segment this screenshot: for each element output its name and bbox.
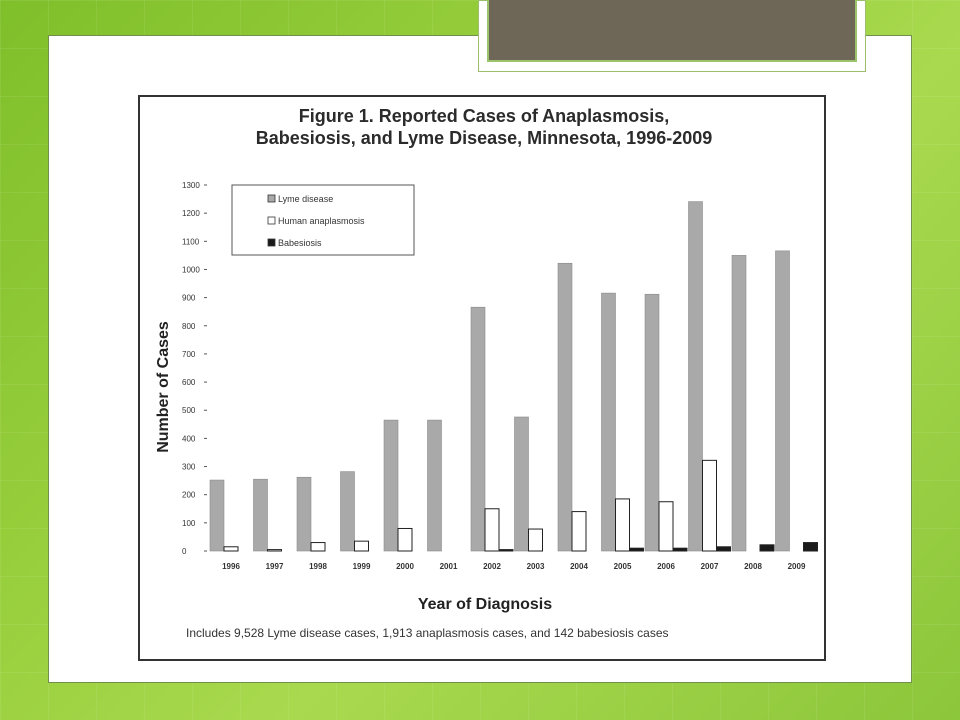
x-tick-label: 2002	[483, 562, 501, 571]
bar-lyme-disease-1998	[296, 476, 312, 552]
chart-title-line-2: Babesiosis, and Lyme Disease, Minnesota,…	[255, 128, 713, 148]
x-tick-label: 1997	[266, 562, 284, 571]
x-tick-label: 1998	[309, 562, 327, 571]
x-tick-label: 2009	[788, 562, 806, 571]
y-tick-label: 1200	[182, 209, 200, 218]
y-tick-label: 1300	[182, 181, 200, 190]
y-tick-label: 600	[182, 378, 196, 387]
x-tick-label: 2006	[657, 562, 675, 571]
y-tick-label: 1100	[182, 237, 200, 246]
bar-human-anaplasmosis-1998	[310, 542, 326, 552]
legend-label: Lyme disease	[278, 194, 333, 204]
bar-babesiosis-2008	[759, 544, 775, 552]
y-tick-label: 900	[182, 294, 196, 303]
legend-swatch-lyme-disease	[267, 194, 276, 203]
x-axis-title: Year of Diagnosis	[418, 596, 552, 613]
bar-lyme-disease-2003	[514, 416, 529, 552]
legend-box	[231, 184, 415, 256]
chart-title-line-1: Figure 1. Reported Cases of Anaplasmosis…	[298, 106, 670, 126]
figure-frame: Figure 1. Reported Cases of Anaplasmosis…	[138, 95, 826, 661]
y-tick-label: 400	[182, 434, 196, 443]
legend-swatch-babesiosis	[267, 238, 276, 247]
bar-babesiosis-2006	[672, 547, 688, 552]
x-tick-labels: 1996 1997 1998 1999 2000 2001 2002 2003 2004 2005…	[222, 562, 806, 571]
y-tick-label: 800	[182, 322, 196, 331]
bar-human-anaplasmosis-2004	[571, 511, 587, 552]
bar-babesiosis-2002	[498, 549, 514, 552]
bar-human-anaplasmosis-2000	[397, 527, 413, 552]
x-tick-label: 2000	[396, 562, 414, 571]
legend-label: Babesiosis	[278, 238, 322, 248]
bar-lyme-disease-2000	[383, 419, 399, 552]
legend: Lyme disease Human anaplasmosis Babesiosis	[231, 184, 415, 256]
bars-layer	[209, 201, 818, 552]
bar-babesiosis-2005	[629, 547, 644, 552]
bar-lyme-disease-1997	[253, 478, 268, 552]
chart-svg: 0 100 200 300 400 500 600 700 800 900 1000 1100 1200…	[155, 181, 818, 640]
bar-human-anaplasmosis-2006	[658, 501, 674, 552]
y-tick-label: 1000	[182, 265, 200, 274]
x-tick-label: 2007	[701, 562, 719, 571]
x-tick-label: 1996	[222, 562, 240, 571]
x-tick-label: 2008	[744, 562, 762, 571]
y-tick-label: 0	[182, 547, 187, 556]
legend-label: Human anaplasmosis	[278, 216, 365, 226]
y-tick-label: 700	[182, 350, 196, 359]
x-tick-label: 2004	[570, 562, 588, 571]
bar-lyme-disease-2008	[731, 255, 747, 552]
footnote: Includes 9,528 Lyme disease cases, 1,913…	[186, 626, 669, 640]
bar-lyme-disease-2004	[557, 262, 573, 552]
x-tick-label: 2001	[440, 562, 458, 571]
legend-swatch-human-anaplasmosis	[267, 216, 276, 225]
bar-human-anaplasmosis-1996	[223, 546, 239, 552]
bar-lyme-disease-2009	[775, 250, 790, 552]
x-tick-label: 1999	[353, 562, 371, 571]
bar-lyme-disease-2006	[644, 293, 660, 552]
bar-babesiosis-2009	[803, 542, 818, 552]
bar-human-anaplasmosis-2005	[615, 498, 630, 552]
bar-human-anaplasmosis-1997	[267, 549, 282, 552]
x-tick-label: 2003	[527, 562, 545, 571]
bar-lyme-disease-2007	[688, 201, 703, 552]
slide-title-placeholder	[487, 0, 857, 62]
bar-lyme-disease-2001	[427, 419, 442, 552]
bar-babesiosis-2007	[716, 546, 731, 552]
bar-human-anaplasmosis-2003	[528, 528, 543, 552]
bar-lyme-disease-2002	[470, 306, 486, 552]
bar-human-anaplasmosis-1999	[354, 540, 369, 552]
x-tick-label: 2005	[614, 562, 632, 571]
y-tick-label: 100	[182, 519, 196, 528]
bar-human-anaplasmosis-2007	[702, 459, 717, 552]
bar-lyme-disease-2005	[601, 292, 616, 552]
bar-lyme-disease-1996	[209, 479, 225, 552]
y-tick-label: 500	[182, 406, 196, 415]
y-tick-label: 200	[182, 491, 196, 500]
y-tick-layer: 0 100 200 300 400 500 600 700 800 900 1000 1100 1200…	[182, 181, 207, 556]
y-axis-title: Number of Cases	[155, 321, 172, 453]
y-tick-label: 300	[182, 463, 196, 472]
bar-lyme-disease-1999	[340, 471, 355, 552]
bar-human-anaplasmosis-2002	[484, 508, 500, 552]
